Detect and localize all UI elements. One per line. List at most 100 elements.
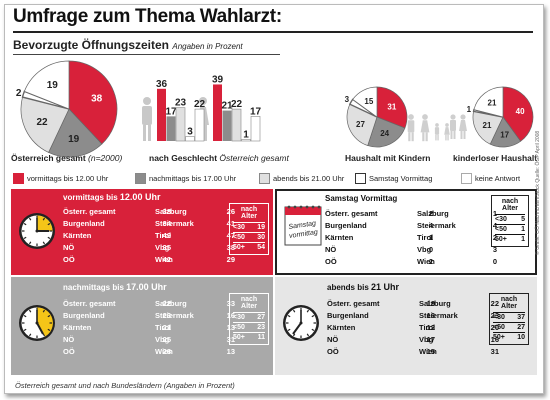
calendar-ring (317, 205, 321, 209)
table-row: NÖ 35 (63, 243, 171, 252)
bar-label: 23 (175, 98, 187, 109)
age-value: 11 (257, 334, 265, 341)
age-value: 10 (517, 334, 525, 341)
alter-title: nach Alter (240, 296, 258, 310)
table-row: Kärnten 1 (325, 233, 433, 242)
alter-rows: <30 19 <50 30 50+ 54 (233, 222, 265, 252)
bar (222, 110, 232, 141)
title-divider (13, 31, 533, 33)
table-row: Wien 0 (417, 257, 497, 266)
alter-box-vormittags: nach Alter <30 19 <50 30 50+ 54 (229, 203, 269, 255)
alter-title: nach Alter (240, 206, 258, 220)
age-group: <30 (495, 216, 507, 223)
calendar-ring (287, 205, 291, 209)
pie-slice (48, 108, 103, 158)
age-group: 50+ (233, 334, 245, 341)
region-name: Österr. gesamt (63, 207, 116, 216)
clock-tick (23, 328, 27, 332)
region-value: 16 (426, 311, 435, 320)
age-group: 50+ (493, 334, 505, 341)
alter-row: <30 5 (495, 214, 525, 224)
legend-label: nachmittags bis 17.00 Uhr (149, 174, 237, 183)
clock-icon (19, 305, 55, 341)
alter-box-nachmittags: nach Alter <30 27 <50 23 50+ 11 (229, 293, 269, 345)
region-name: Österr. gesamt (327, 299, 380, 308)
alter-rows: <30 5 <50 1 50+ 1 (495, 214, 525, 244)
clock-hour-hand (292, 322, 302, 335)
region-value: 15 (426, 347, 435, 356)
region-name: Tirol (155, 231, 172, 240)
table-row: Österr. gesamt 19 (327, 299, 435, 308)
pie-slice-label: 3 (345, 95, 350, 104)
pie3-label: kinderloser Haushalt (453, 153, 538, 163)
region-value: 20 (490, 323, 499, 332)
clock-tick (47, 328, 51, 332)
bar (166, 116, 176, 141)
region-name: Salzburg (155, 207, 187, 216)
age-group: <50 (233, 234, 245, 241)
region-name: Wien (419, 347, 437, 356)
region-value: 12 (426, 323, 435, 332)
age-group: <30 (493, 314, 505, 321)
bar (241, 139, 251, 142)
pie-slice-label: 22 (37, 117, 49, 128)
table-row: Wien 29 (155, 255, 235, 264)
region-value: 33 (226, 299, 235, 308)
family-icon (407, 114, 450, 142)
age-value: 1 (521, 226, 525, 233)
man-icon (142, 97, 152, 141)
pie-slice-label: 17 (500, 131, 509, 140)
region-name: NÖ (325, 245, 337, 254)
clock-tick (23, 236, 27, 240)
pie-slice (473, 86, 504, 118)
alter-title: nach Alter (500, 296, 518, 310)
region-value: 49 (162, 231, 171, 240)
alter-row: <50 23 (233, 322, 265, 332)
table-row: Salzburg 33 (155, 299, 235, 308)
alter-rows: <30 27 <50 23 50+ 11 (233, 312, 265, 342)
region-name: OÖ (63, 347, 75, 356)
region-name: Burgenland (325, 221, 367, 230)
region-value: 4 (428, 221, 433, 230)
pie-slice (472, 110, 504, 145)
bar (231, 108, 242, 142)
bar-label: 22 (194, 99, 206, 110)
pie-chart-mit-kindern: 31 24 27 3 15 (345, 86, 408, 148)
region-value: 41 (226, 219, 235, 228)
panel-abends-title: abends bis 21 Uhr (327, 282, 399, 292)
calendar-header (285, 207, 321, 215)
table-row: Burgenland 34 (63, 219, 171, 228)
gender-label-text: nach Geschlecht (149, 153, 218, 163)
table-row: Salzburg 22 (419, 299, 499, 308)
clock-tick (28, 333, 32, 337)
page-title: Umfrage zum Thema Wahlarzt: (13, 6, 282, 27)
clock-tick (23, 222, 27, 226)
region-value: 31 (490, 347, 499, 356)
alter-row: <30 37 (493, 312, 525, 322)
panel-abends: abends bis 21 Uhr Österr. gesamt 19 Burgen… (275, 277, 537, 375)
legend-swatch-empty (461, 173, 472, 184)
region-name: Vbg (155, 335, 170, 344)
pie-slice (20, 96, 70, 153)
person-icon (459, 114, 467, 139)
table-row: Wien 31 (419, 347, 499, 356)
region-name: Salzburg (419, 299, 451, 308)
alter-row: <50 27 (493, 322, 525, 332)
pie-slice-label: 15 (364, 97, 373, 106)
age-value: 5 (521, 216, 525, 223)
bar-label: 22 (231, 99, 243, 110)
region-name: Vbg (155, 243, 170, 252)
clock-tick (292, 309, 296, 313)
pie-slice-label: 21 (483, 121, 492, 130)
table-row: Österr. gesamt 2 (325, 209, 433, 218)
pie-chart-kinderlos: 40 17 21 1 21 (467, 86, 534, 148)
region-name: Steiermark (155, 219, 194, 228)
region-name: Tirol (419, 323, 436, 332)
region-name: Tirol (155, 323, 172, 332)
clock-tick (306, 333, 310, 337)
legend-item-nachmittags: nachmittags bis 17.00 Uhr (135, 173, 236, 184)
region-name: Vbg (419, 335, 434, 344)
alter-row: <30 19 (233, 222, 265, 232)
pie-slice-label: 21 (488, 99, 497, 108)
alter-rows: <30 37 <50 27 50+ 10 (493, 312, 525, 342)
